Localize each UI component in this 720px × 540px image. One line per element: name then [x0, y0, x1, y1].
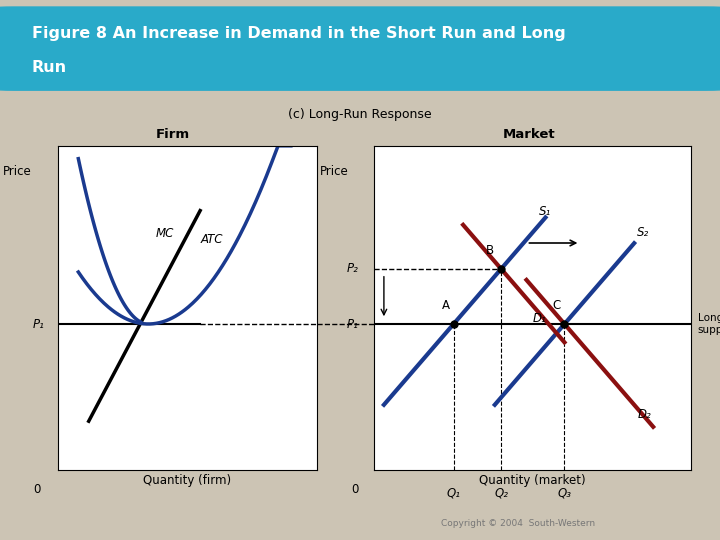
- Text: (c) Long-Run Response: (c) Long-Run Response: [288, 108, 432, 121]
- FancyBboxPatch shape: [0, 7, 720, 90]
- Text: P₁: P₁: [33, 318, 45, 330]
- Text: D₂: D₂: [637, 408, 651, 421]
- Text: Long-run
supply: Long-run supply: [698, 313, 720, 335]
- Text: D₁: D₁: [533, 312, 546, 325]
- Text: Q₂: Q₂: [494, 486, 508, 499]
- Text: MC: MC: [156, 226, 174, 240]
- X-axis label: Quantity (market): Quantity (market): [480, 474, 586, 487]
- Text: ATC: ATC: [200, 233, 222, 246]
- Text: C: C: [552, 299, 561, 313]
- X-axis label: Quantity (firm): Quantity (firm): [143, 474, 231, 487]
- Text: Firm: Firm: [156, 129, 190, 141]
- Text: Price: Price: [3, 165, 32, 178]
- Text: Q₁: Q₁: [446, 486, 461, 499]
- Text: Copyright © 2004  South-Western: Copyright © 2004 South-Western: [441, 519, 595, 528]
- Text: S₂: S₂: [637, 226, 649, 239]
- Text: Market: Market: [503, 129, 556, 141]
- Text: Price: Price: [320, 165, 349, 178]
- Text: P₂: P₂: [347, 262, 359, 275]
- Text: B: B: [486, 244, 494, 258]
- Text: Figure 8 An Increase in Demand in the Short Run and Long: Figure 8 An Increase in Demand in the Sh…: [32, 26, 565, 41]
- Text: S₁: S₁: [539, 205, 552, 218]
- Text: Q₃: Q₃: [557, 486, 572, 499]
- Text: A: A: [441, 299, 450, 313]
- Text: 0: 0: [351, 483, 359, 496]
- Text: 0: 0: [33, 483, 40, 496]
- Text: P₁: P₁: [347, 318, 359, 330]
- Text: Run: Run: [32, 60, 67, 75]
